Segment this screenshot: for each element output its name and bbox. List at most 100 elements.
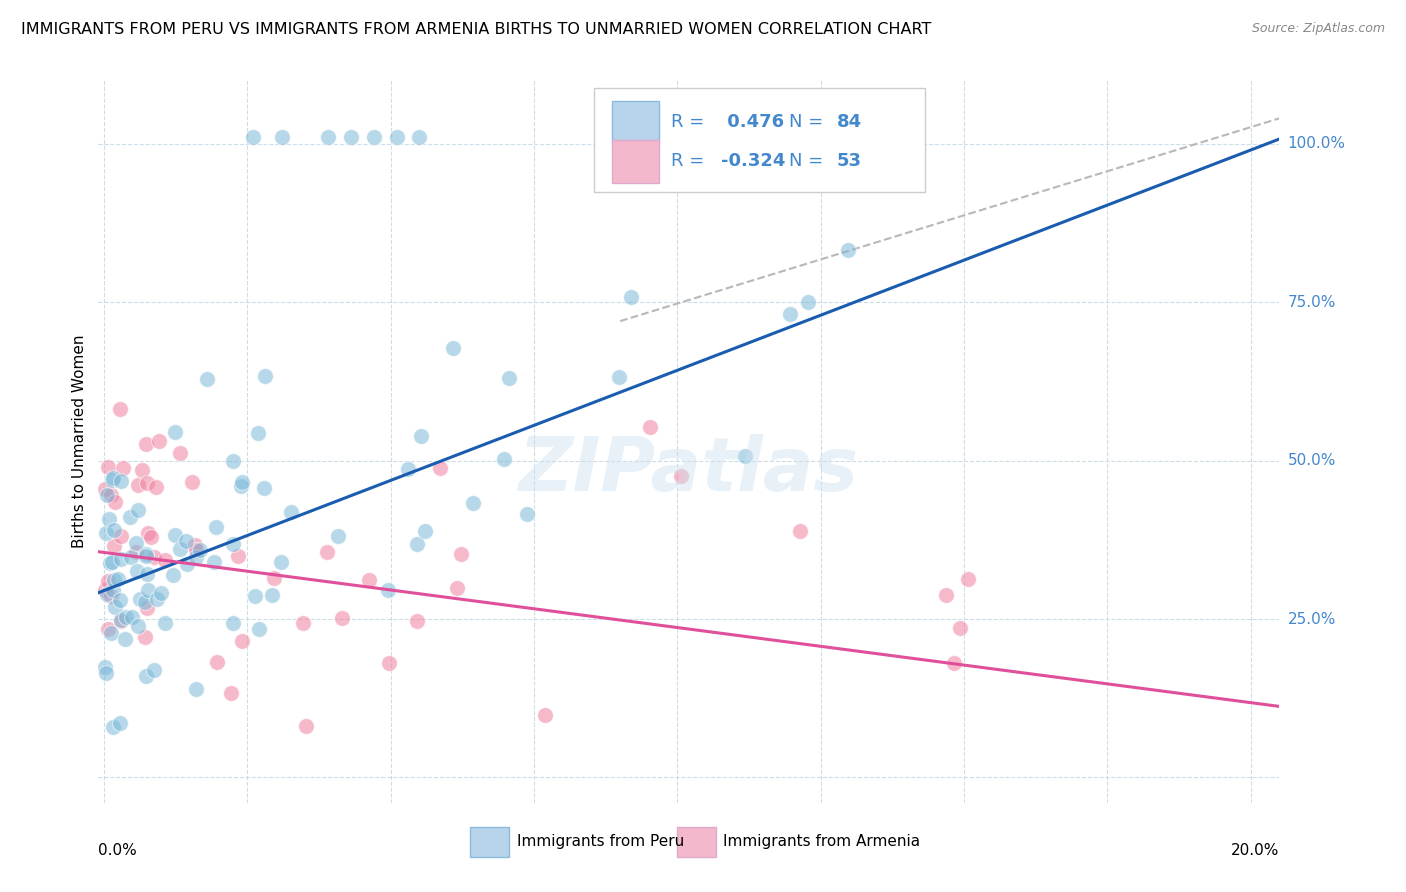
Text: -0.324: -0.324 [721,153,785,170]
Point [136,566,159,581]
Point [143,663,166,677]
Point [409,429,432,443]
Point [110,613,132,627]
Point [516,507,538,521]
Point [100,625,122,640]
Text: 84: 84 [837,113,862,131]
Point [96,488,118,502]
Point [180,475,202,490]
Point [127,564,149,578]
Point [231,475,253,490]
Point [97,512,120,526]
Point [405,537,427,551]
Point [97,459,120,474]
Point [450,547,472,561]
Text: 75.0%: 75.0% [1288,294,1336,310]
Point [174,534,197,549]
Point [120,550,142,565]
Point [129,592,152,607]
Point [96,526,118,541]
Point [184,543,207,558]
FancyBboxPatch shape [612,101,659,144]
Point [779,307,801,321]
Point [316,130,339,145]
Point [143,549,166,564]
Point [245,589,267,603]
Point [498,371,520,385]
Point [169,542,191,557]
FancyBboxPatch shape [612,140,659,183]
Point [162,568,184,582]
Point [134,595,156,609]
Point [114,632,136,646]
Point [956,572,979,586]
Point [97,623,120,637]
Text: N =: N = [789,153,830,170]
Point [101,555,124,569]
Point [135,547,157,561]
Point [377,582,399,597]
Text: Source: ZipAtlas.com: Source: ZipAtlas.com [1251,22,1385,36]
Point [413,524,436,539]
Point [131,462,153,476]
Point [620,290,643,304]
Point [326,529,349,543]
Point [108,402,131,417]
Point [124,535,146,549]
Point [97,574,120,589]
Point [127,478,149,492]
Point [153,616,176,631]
Point [202,555,225,569]
Point [110,474,132,488]
Point [242,130,264,145]
Point [446,581,468,595]
Point [186,549,208,564]
Point [135,437,157,451]
Text: Immigrants from Armenia: Immigrants from Armenia [723,834,921,849]
Text: 53: 53 [837,153,862,170]
Text: 0.0%: 0.0% [98,843,138,857]
Point [101,473,124,487]
Point [136,526,159,541]
Point [127,503,149,517]
Point [204,519,226,533]
Point [104,600,127,615]
Point [837,244,859,258]
Point [184,538,207,552]
Point [197,372,219,386]
Point [169,446,191,460]
Point [942,656,965,670]
Point [188,542,211,557]
Point [339,130,361,145]
Point [291,615,314,630]
Point [429,461,451,475]
Point [135,549,157,563]
Text: N =: N = [789,113,830,131]
Point [136,600,159,615]
Point [163,425,186,439]
Point [184,682,207,697]
Point [145,480,167,494]
Point [110,615,132,629]
Point [363,130,385,145]
Point [270,130,292,145]
Point [110,528,132,542]
Point [222,454,245,468]
Point [108,716,131,731]
Point [378,657,401,671]
Point [146,592,169,607]
Point [108,592,131,607]
Text: IMMIGRANTS FROM PERU VS IMMIGRANTS FROM ARMENIA BIRTHS TO UNMARRIED WOMEN CORREL: IMMIGRANTS FROM PERU VS IMMIGRANTS FROM … [21,22,931,37]
Point [247,622,270,636]
Text: 0.476: 0.476 [721,113,785,131]
Point [406,614,429,628]
Point [408,130,430,145]
Point [247,426,270,441]
Point [103,720,125,734]
Point [107,572,129,586]
Point [734,450,756,464]
Point [163,528,186,542]
FancyBboxPatch shape [678,827,716,857]
Point [103,539,125,553]
Point [253,369,276,384]
